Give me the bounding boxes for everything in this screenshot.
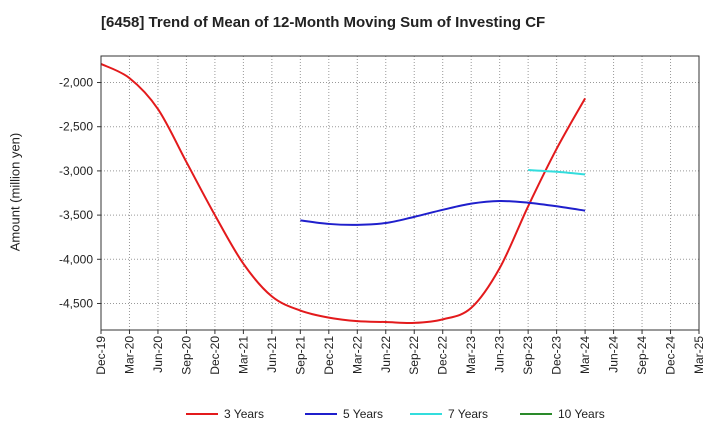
legend-label: 5 Years (343, 407, 383, 421)
x-tick-label: Mar-21 (236, 336, 250, 374)
y-tick-labels: -2,000 -2,500 -3,000 -3,500 -4,000 -4,500 (59, 76, 93, 311)
x-tick-label: Sep-22 (407, 336, 421, 375)
x-tick-label: Sep-20 (179, 336, 193, 375)
y-tick-label: -3,500 (59, 208, 93, 222)
x-tick-label: Jun-20 (151, 336, 165, 373)
x-tick-label: Jun-24 (607, 336, 621, 373)
x-tick-label: Sep-23 (521, 336, 535, 375)
series-line-3-years (100, 63, 586, 325)
y-tick-label: -2,000 (59, 76, 93, 90)
y-tick-label: -4,500 (59, 296, 93, 310)
series-line-7-years (528, 169, 586, 176)
x-tick-label: Dec-22 (436, 336, 450, 375)
x-tick-label: Mar-25 (692, 336, 706, 374)
legend: 3 Years 5 Years 7 Years 10 Years (186, 407, 605, 421)
y-tick-label: -2,500 (59, 120, 93, 134)
x-tick-label: Dec-21 (322, 336, 336, 375)
x-tick-label: Mar-24 (578, 336, 592, 374)
chart-title: [6458] Trend of Mean of 12-Month Moving … (101, 14, 546, 31)
grid-layer (97, 56, 700, 334)
x-tick-label: Dec-19 (94, 336, 108, 375)
y-tick-label: -4,000 (59, 252, 93, 266)
x-tick-label: Jun-21 (265, 336, 279, 373)
x-tick-label: Jun-22 (379, 336, 393, 373)
x-tick-label: Sep-24 (635, 336, 649, 375)
x-tick-label: Mar-22 (350, 336, 364, 374)
x-tick-label: Jun-23 (493, 336, 507, 373)
plot-frame (100, 55, 700, 331)
series-line-5-years (300, 199, 586, 226)
x-tick-label: Sep-21 (293, 336, 307, 375)
legend-label: 3 Years (224, 407, 264, 421)
legend-label: 10 Years (558, 407, 605, 421)
legend-label: 7 Years (448, 407, 488, 421)
x-tick-label: Dec-24 (664, 336, 678, 375)
x-tick-labels: Dec-19 Mar-20 Jun-20 Sep-20 Dec-20 Mar-21 Jun-… (94, 336, 706, 375)
y-tick-label: -3,000 (59, 164, 93, 178)
x-tick-label: Mar-23 (464, 336, 478, 374)
x-tick-label: Dec-23 (550, 336, 564, 375)
x-tick-label: Dec-20 (208, 336, 222, 375)
x-tick-label: Mar-20 (122, 336, 136, 374)
series-layer (100, 63, 586, 325)
